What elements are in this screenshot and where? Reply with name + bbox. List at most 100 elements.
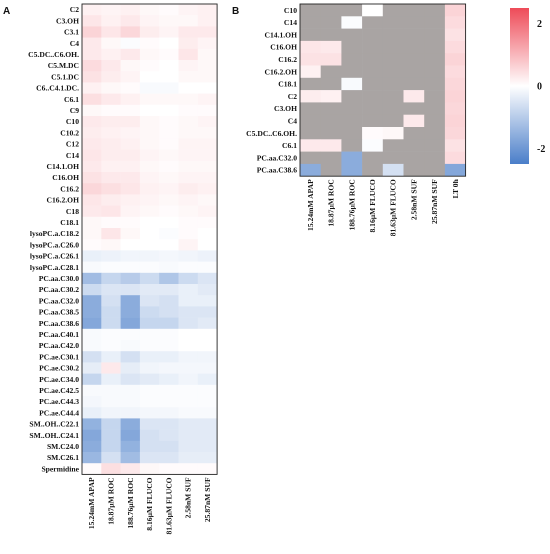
row-label: C10 bbox=[66, 117, 79, 126]
heatmap-cell bbox=[101, 104, 121, 117]
heatmap-cell bbox=[82, 60, 102, 72]
heatmap-cell bbox=[424, 28, 446, 42]
heatmap-cell bbox=[197, 407, 218, 419]
heatmap-cell bbox=[159, 407, 179, 419]
heatmap-cell bbox=[341, 102, 363, 115]
heatmap-cell bbox=[159, 463, 179, 475]
heatmap-cell bbox=[197, 250, 218, 262]
heatmap-cell bbox=[139, 362, 160, 374]
column-label: LT 0h bbox=[451, 178, 460, 198]
heatmap-cell bbox=[178, 384, 199, 397]
row-label: C6.1 bbox=[282, 141, 297, 150]
heatmap-cell bbox=[82, 194, 102, 206]
heatmap-cell bbox=[139, 284, 160, 296]
heatmap-cell bbox=[444, 151, 466, 165]
heatmap-cell bbox=[444, 53, 466, 66]
heatmap-cell bbox=[82, 216, 102, 229]
row-label: C3.OH bbox=[56, 16, 79, 25]
column-label: 18.87µM ROC bbox=[327, 179, 336, 226]
heatmap-cell bbox=[101, 239, 121, 251]
heatmap-cell bbox=[178, 362, 199, 374]
heatmap-cell bbox=[82, 362, 102, 374]
heatmap-cell bbox=[82, 48, 102, 61]
heatmap-cell bbox=[178, 4, 199, 16]
heatmap-cell bbox=[197, 306, 218, 318]
heatmap-cell bbox=[403, 139, 425, 152]
heatmap-cell bbox=[139, 82, 160, 94]
heatmap-cell bbox=[101, 71, 121, 83]
heatmap-cell bbox=[178, 138, 199, 150]
heatmap-cell bbox=[139, 93, 160, 106]
column-label: 15.24mM APAP bbox=[306, 179, 315, 231]
heatmap-cell bbox=[444, 102, 466, 115]
row-label: PC.aa.C32.0 bbox=[39, 296, 79, 305]
heatmap-cell bbox=[120, 149, 141, 162]
heatmap-cell bbox=[139, 60, 160, 72]
heatmap-frame bbox=[299, 3, 467, 177]
heatmap-cell bbox=[139, 205, 160, 218]
heatmap-cell bbox=[178, 340, 199, 352]
row-label: PC.ae.C30.2 bbox=[39, 364, 79, 373]
heatmap-cell bbox=[159, 37, 179, 50]
row-label: C2 bbox=[288, 92, 297, 101]
column-label: 25.87nM SUF bbox=[430, 179, 439, 224]
heatmap-cell bbox=[120, 127, 141, 139]
heatmap-cell bbox=[159, 172, 179, 184]
heatmap-cell bbox=[120, 396, 141, 408]
heatmap-cell bbox=[300, 4, 321, 17]
heatmap-cell bbox=[178, 328, 199, 341]
heatmap-cell bbox=[197, 429, 218, 442]
heatmap-cell bbox=[82, 138, 102, 150]
heatmap-cell bbox=[178, 172, 199, 184]
heatmap-cell bbox=[320, 151, 342, 165]
heatmap-cell bbox=[101, 384, 121, 397]
row-label: C12 bbox=[66, 140, 79, 149]
heatmap-cell bbox=[159, 418, 179, 430]
heatmap-cell bbox=[82, 26, 102, 38]
heatmap-cell bbox=[159, 4, 179, 16]
heatmap-cell bbox=[178, 160, 199, 173]
heatmap-cell bbox=[300, 28, 321, 42]
heatmap-cell bbox=[139, 340, 160, 352]
heatmap-cell bbox=[139, 250, 160, 262]
heatmap-cell bbox=[82, 452, 102, 464]
heatmap-cell bbox=[197, 160, 218, 173]
heatmap-cell bbox=[101, 328, 121, 341]
heatmap-cell bbox=[101, 463, 121, 475]
heatmap-cell bbox=[362, 127, 384, 140]
column-label: 2.58nM SUF bbox=[409, 179, 418, 220]
heatmap-cell bbox=[101, 149, 121, 162]
heatmap-cell bbox=[424, 151, 446, 165]
heatmap-cell bbox=[120, 138, 141, 150]
heatmap-cell bbox=[320, 114, 342, 128]
heatmap-cell bbox=[178, 37, 199, 50]
heatmap-cell bbox=[341, 114, 363, 128]
heatmap-cell bbox=[178, 284, 199, 296]
heatmap-cell bbox=[197, 127, 218, 139]
heatmap-cell bbox=[382, 139, 404, 152]
heatmap-cell bbox=[120, 407, 141, 419]
heatmap-cell bbox=[320, 40, 342, 54]
heatmap-cell bbox=[82, 306, 102, 318]
row-label: PC.aa.C38.5 bbox=[39, 308, 79, 317]
heatmap-cell bbox=[139, 37, 160, 50]
heatmap-cell bbox=[362, 102, 384, 115]
heatmap-cell bbox=[444, 163, 466, 177]
heatmap-cell bbox=[341, 53, 363, 66]
heatmap-cell bbox=[139, 183, 160, 195]
heatmap-cell bbox=[139, 172, 160, 184]
heatmap-cell bbox=[101, 429, 121, 442]
heatmap-cell bbox=[341, 65, 363, 79]
heatmap-cell bbox=[82, 183, 102, 195]
heatmap-cell bbox=[320, 53, 342, 66]
row-label: C16.OH bbox=[270, 43, 297, 52]
heatmap-cell bbox=[424, 163, 446, 177]
column-label: 18.87µM ROC bbox=[107, 477, 116, 524]
heatmap-cell bbox=[101, 205, 121, 218]
heatmap-cell bbox=[197, 340, 218, 352]
column-label: 81.63µM FLUCO bbox=[389, 179, 398, 236]
heatmap-cell bbox=[320, 77, 342, 91]
heatmap-cell bbox=[101, 272, 121, 285]
heatmap-cell bbox=[159, 60, 179, 72]
heatmap-cell bbox=[82, 172, 102, 184]
